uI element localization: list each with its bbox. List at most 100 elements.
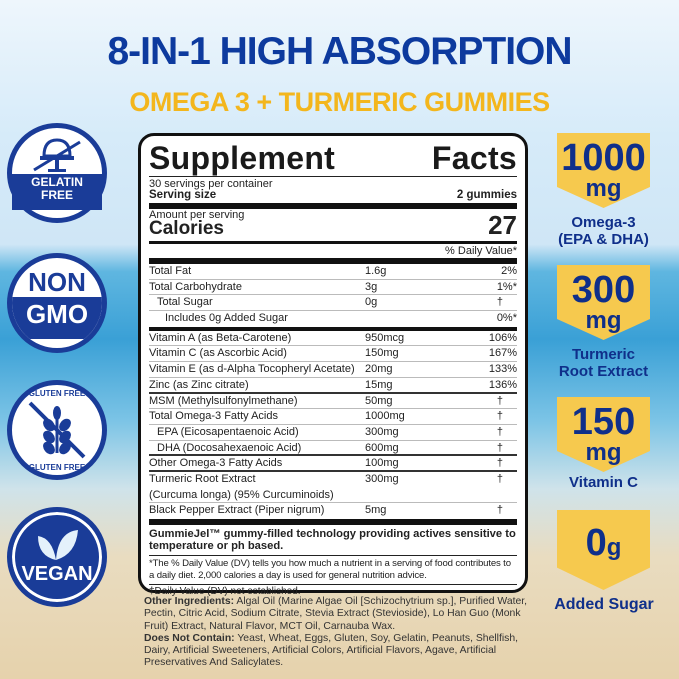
nutrient-name: Total Carbohydrate [149,280,242,293]
subheadline: OMEGA 3 + TURMERIC GUMMIES [129,87,550,117]
nutrient-name: Vitamin E (as d-Alpha Tocopheryl Acetate… [149,363,355,376]
nutrient-amount: 100mg [365,457,399,470]
nutrient-dv: 136% [488,378,517,391]
nutrient-group-1: Total Fat 1.6g 2% Total Carbohydrate 3g 1%* To… [149,258,517,327]
vegan-leaf-icon [38,530,78,560]
nutrient-row: Turmeric Root Extract 300mg † [149,472,517,488]
facts-title-right: Facts [431,140,517,176]
nutrient-amount: 300mg [365,425,399,438]
nutrient-amount [365,488,475,503]
other-ingredients-label: Other Ingredients: [144,596,235,607]
nutrient-amount: 1.6g [365,265,387,277]
calories-value: 27 [488,210,517,240]
omega3-highlight: 1000 mg Omega-3 (EPA & DHA) [557,133,650,248]
nutrient-name: Other Omega-3 Fatty Acids [149,457,283,470]
gluten-free-icon [28,401,86,459]
nutrient-amount: 950mcg [365,331,405,344]
nutrient-dv [475,488,517,503]
facts-title-left: Supplement [149,140,336,176]
badge-text: GMO [12,297,102,339]
highlight-caption: Root Extract [558,363,649,380]
nutrient-row: Total Fat 1.6g 2% [149,264,517,280]
highlight-unit: mg [585,307,622,334]
nutrient-amount: 300mg [365,472,399,485]
nutrient-dv: 0%* [496,312,517,325]
highlight-unit: mg [585,175,622,202]
nutrient-dv: † [496,504,503,517]
dv-header: % Daily Value* [149,241,517,258]
nutrient-dv: 167% [488,347,517,360]
nutrient-dv: 106% [488,331,517,344]
highlight-caption: Turmeric [571,346,636,363]
nutrient-dv: 133% [488,363,517,376]
nutrient-name: MSM (Methylsulfonylmethane) [149,394,298,407]
non-gmo-icon: NON [28,267,86,297]
nutrient-amount [365,311,475,327]
calories-label: Calories [149,218,224,239]
vitamin-c-highlight: 150 mg Vitamin C [557,397,650,491]
supplement-facts-panel: Supplement Facts 30 servings per containe… [138,133,528,597]
vegan-badge: VEGAN [7,507,107,607]
nutrient-dv: † [496,296,503,309]
nutrient-name: Total Fat [149,265,192,277]
nutrient-amount: 0g [365,296,378,309]
nutrient-dv: † [496,441,503,454]
turmeric-highlight: 300 mg Turmeric Root Extract [557,265,650,380]
nutrient-row: Total Carbohydrate 3g 1%* [149,280,517,296]
tech-note: GummieJel™ gummy-filled technology provi… [149,519,517,556]
nutrient-amount: 50mg [365,394,393,407]
nutrient-row: Total Sugar 0g † [149,295,517,312]
nutrient-dv: † [496,410,503,423]
highlight-unit: g [606,534,622,561]
does-not-contain: Yeast, Wheat, Eggs, Gluten, Soy, Gelatin… [144,632,519,669]
nutrient-row: MSM (Methylsulfonylmethane) 50mg † [149,394,517,410]
nutrient-group-2: Vitamin A (as Beta-Carotene) 950mcg 106% Vi… [149,326,517,519]
added-sugar-highlight: 0g Added Sugar [554,510,654,613]
nutrient-row: Other Omega-3 Fatty Acids 100mg † [149,456,517,472]
serving-size-value: 2 gummies [456,189,517,201]
dagger-footnote: †Daily Value (DV) not established. [149,586,301,597]
nutrient-amount: 15mg [365,378,393,391]
nutrient-name: Zinc (as Zinc citrate) [149,378,249,391]
nutrient-row: Zinc (as Zinc citrate) 15mg 136% [149,378,517,394]
nutrient-name: Vitamin C (as Ascorbic Acid) [149,347,287,360]
highlight-value: 150 [571,401,636,443]
nutrient-dv: † [496,472,503,485]
amount-per-serving: Amount per serving [149,203,517,221]
nutrient-amount: 5mg [365,504,387,517]
badge-text: GELATIN [31,175,83,189]
nutrient-name: Vitamin A (as Beta-Carotene) [149,331,292,344]
nutrient-name: Total Omega-3 Fatty Acids [149,410,278,423]
nutrient-row: EPA (Eicosapentaenoic Acid) 300mg † [149,425,517,441]
nutrient-row: Total Omega-3 Fatty Acids 1000mg † [149,409,517,425]
nutrient-amount: 600mg [365,441,399,454]
other-ingredients: Algal Oil (Marine Algae Oil [Schizochytr… [144,596,528,632]
nutrient-name: (Curcuma longa) (95% Curcuminoids) [149,488,334,501]
nutrient-row: Vitamin A (as Beta-Carotene) 950mcg 106% [149,331,517,347]
nutrient-row: Vitamin C (as Ascorbic Acid) 150mg 167% [149,346,517,363]
highlight-value: 0 [585,522,607,564]
highlight-caption: Added Sugar [554,596,654,613]
nutrient-dv: † [496,457,503,470]
dv-footnote: *The % Daily Value (DV) tells you how mu… [149,556,517,585]
highlight-value: 300 [571,269,636,311]
ingredients-block: Other Ingredients: Algal Oil (Marine Alg… [144,596,534,670]
nutrient-amount: 20mg [365,363,393,376]
nutrient-row: Includes 0g Added Sugar 0%* [149,311,517,327]
nutrient-name: EPA (Eicosapentaenoic Acid) [157,425,299,438]
nutrient-dv: † [496,394,503,407]
does-not-contain-label: Does Not Contain: [144,632,235,644]
gelatin-free-icon [33,138,81,172]
nutrient-row: Vitamin E (as d-Alpha Tocopheryl Acetate… [149,362,517,378]
highlight-caption: (EPA & DHA) [558,231,649,248]
serving-size-label: Serving size [149,189,217,201]
nutrient-row: DHA (Docosahexaenoic Acid) 600mg † [149,441,517,457]
nutrient-row: (Curcuma longa) (95% Curcuminoids) [149,488,517,504]
badge-text: GLUTEN FREE [28,463,86,472]
gluten-free-badge: GLUTEN FREE GLUTEN FREE [7,380,107,480]
badge-text: FREE [40,188,73,202]
badge-text: GLUTEN FREE [28,389,86,398]
servings-per-container: 30 servings per container [149,176,517,190]
badge-text: VEGAN [21,563,93,585]
nutrient-dv: 2% [501,265,517,277]
